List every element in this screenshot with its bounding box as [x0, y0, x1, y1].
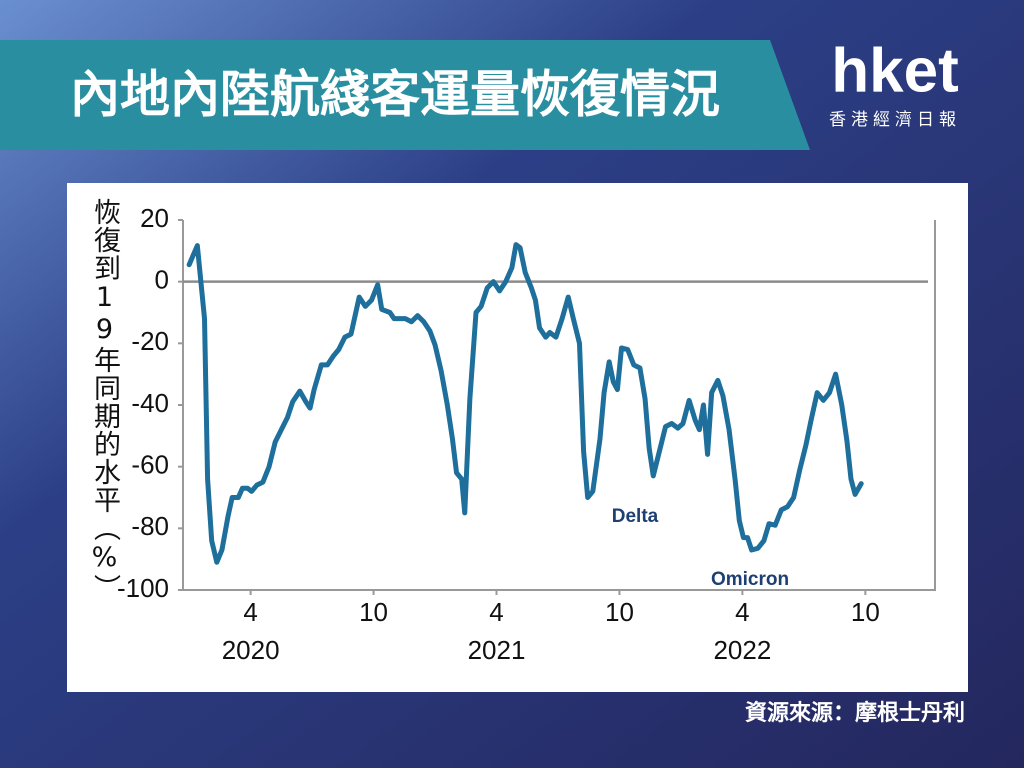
brand: hket: [831, 36, 958, 105]
y-tick-label: -40: [131, 388, 169, 418]
brand-subtitle: 香港經濟日報: [829, 110, 961, 130]
annotation: Delta: [612, 506, 659, 527]
y-tick-label: 0: [155, 265, 169, 295]
y-tick-label: -60: [131, 450, 169, 480]
title-banner: [0, 40, 810, 150]
y-tick-label: -80: [131, 511, 169, 541]
x-tick-label: 10: [605, 597, 634, 627]
chart-title: 內地內陸航綫客運量恢復情況: [70, 66, 720, 124]
y-axis-label: 恢復到19年同期的水平（%）: [89, 198, 120, 602]
x-year-label: 2021: [468, 635, 526, 665]
x-year-label: 2022: [713, 635, 771, 665]
source: 資源來源：摩根士丹利: [745, 700, 965, 726]
x-tick-label: 10: [851, 597, 880, 627]
chart-panel: [67, 183, 968, 692]
y-tick-label: -100: [117, 573, 169, 603]
x-tick-label: 10: [359, 597, 388, 627]
x-tick-label: 4: [489, 597, 503, 627]
annotation: Omicron: [711, 569, 789, 590]
series-line: [186, 242, 864, 565]
y-tick-label: 20: [140, 203, 169, 233]
x-tick-label: 4: [243, 597, 257, 627]
x-year-label: 2020: [222, 635, 280, 665]
x-tick-label: 4: [735, 597, 749, 627]
y-tick-label: -20: [131, 326, 169, 356]
